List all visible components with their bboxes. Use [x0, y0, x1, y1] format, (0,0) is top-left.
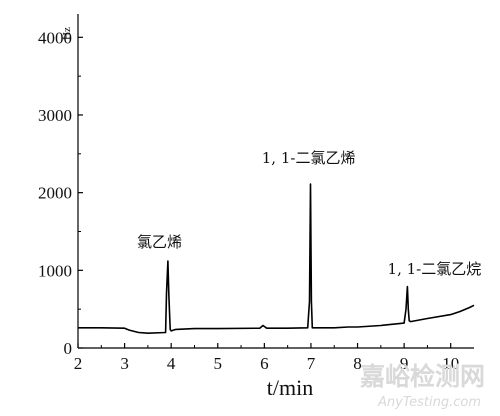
watermark-cn: 嘉峪检测网 — [360, 362, 485, 391]
y-axis: 0 1000 2000 3000 4000 — [38, 14, 83, 358]
y-tick-label: 0 — [64, 339, 73, 358]
x-ticks: 2 3 4 5 6 7 8 9 10 — [74, 343, 459, 373]
y-tick-label: 4000 — [38, 28, 72, 47]
watermark-en: AnyTesting.com — [377, 395, 481, 410]
peak-label: 氯乙烯 — [137, 233, 182, 251]
peak-annotations: 氯乙烯 1, 1-二氯乙烯 1, 1-二氯乙烷 — [137, 149, 481, 278]
x-tick-label: 5 — [214, 354, 223, 373]
x-axis-title: t/min — [267, 375, 313, 400]
x-axis: 2 3 4 5 6 7 8 9 10 — [74, 343, 474, 373]
x-tick-label: 2 — [74, 354, 83, 373]
x-tick-label: 9 — [400, 354, 409, 373]
peak-label: 1, 1-二氯乙烷 — [388, 260, 482, 278]
x-tick-label: 8 — [353, 354, 362, 373]
y-tick-label: 3000 — [38, 106, 72, 125]
peak-label: 1, 1-二氯乙烯 — [262, 149, 356, 167]
x-tick-label: 3 — [120, 354, 129, 373]
y-tick-label: 1000 — [38, 261, 72, 280]
y-ticks: 0 1000 2000 3000 4000 — [38, 28, 83, 358]
x-tick-label: 7 — [307, 354, 316, 373]
x-tick-label: 4 — [167, 354, 176, 373]
x-tick-label: 6 — [260, 354, 269, 373]
y-tick-label: 2000 — [38, 184, 72, 203]
signal-trace — [78, 183, 475, 334]
y-axis-unit: Hz — [61, 27, 73, 40]
x-tick-label: 10 — [442, 354, 459, 373]
watermark: 嘉峪检测网 AnyTesting.com — [360, 362, 485, 410]
